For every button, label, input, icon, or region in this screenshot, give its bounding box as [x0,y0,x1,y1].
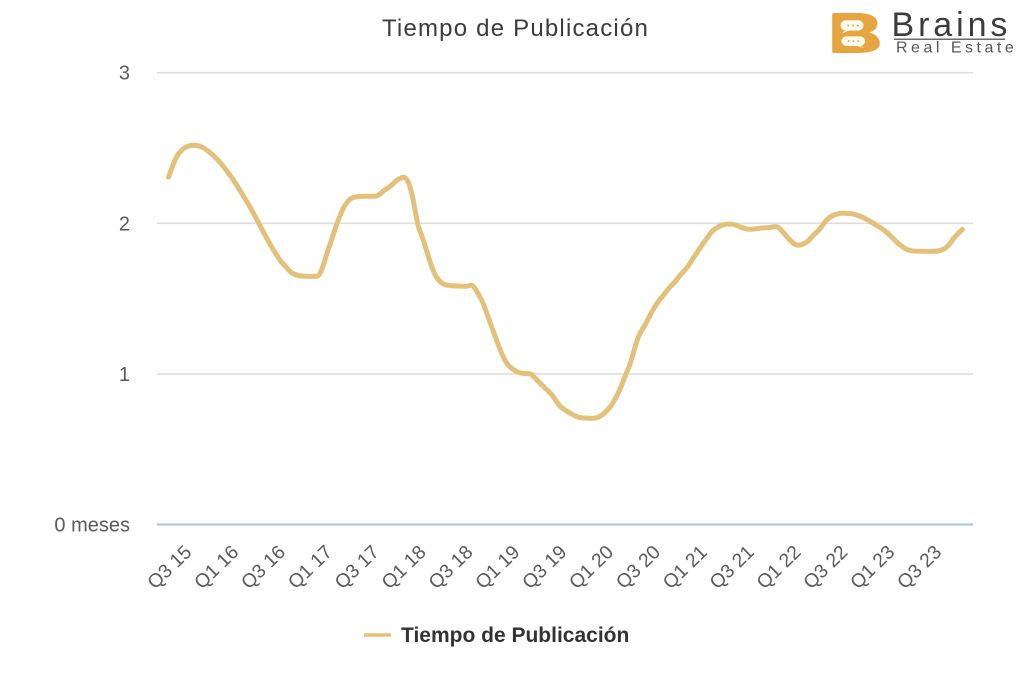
svg-text:Tiempo de Publicación: Tiempo de Publicación [401,624,629,647]
svg-text:Tiempo de Publicación: Tiempo de Publicación [382,15,649,42]
svg-text:0 meses: 0 meses [54,515,130,537]
svg-text:Real Estate: Real Estate [896,40,1017,57]
svg-text:2: 2 [119,213,130,235]
svg-text:3: 3 [119,63,130,85]
svg-text:Brains: Brains [892,6,1012,44]
svg-text:1: 1 [119,364,130,386]
